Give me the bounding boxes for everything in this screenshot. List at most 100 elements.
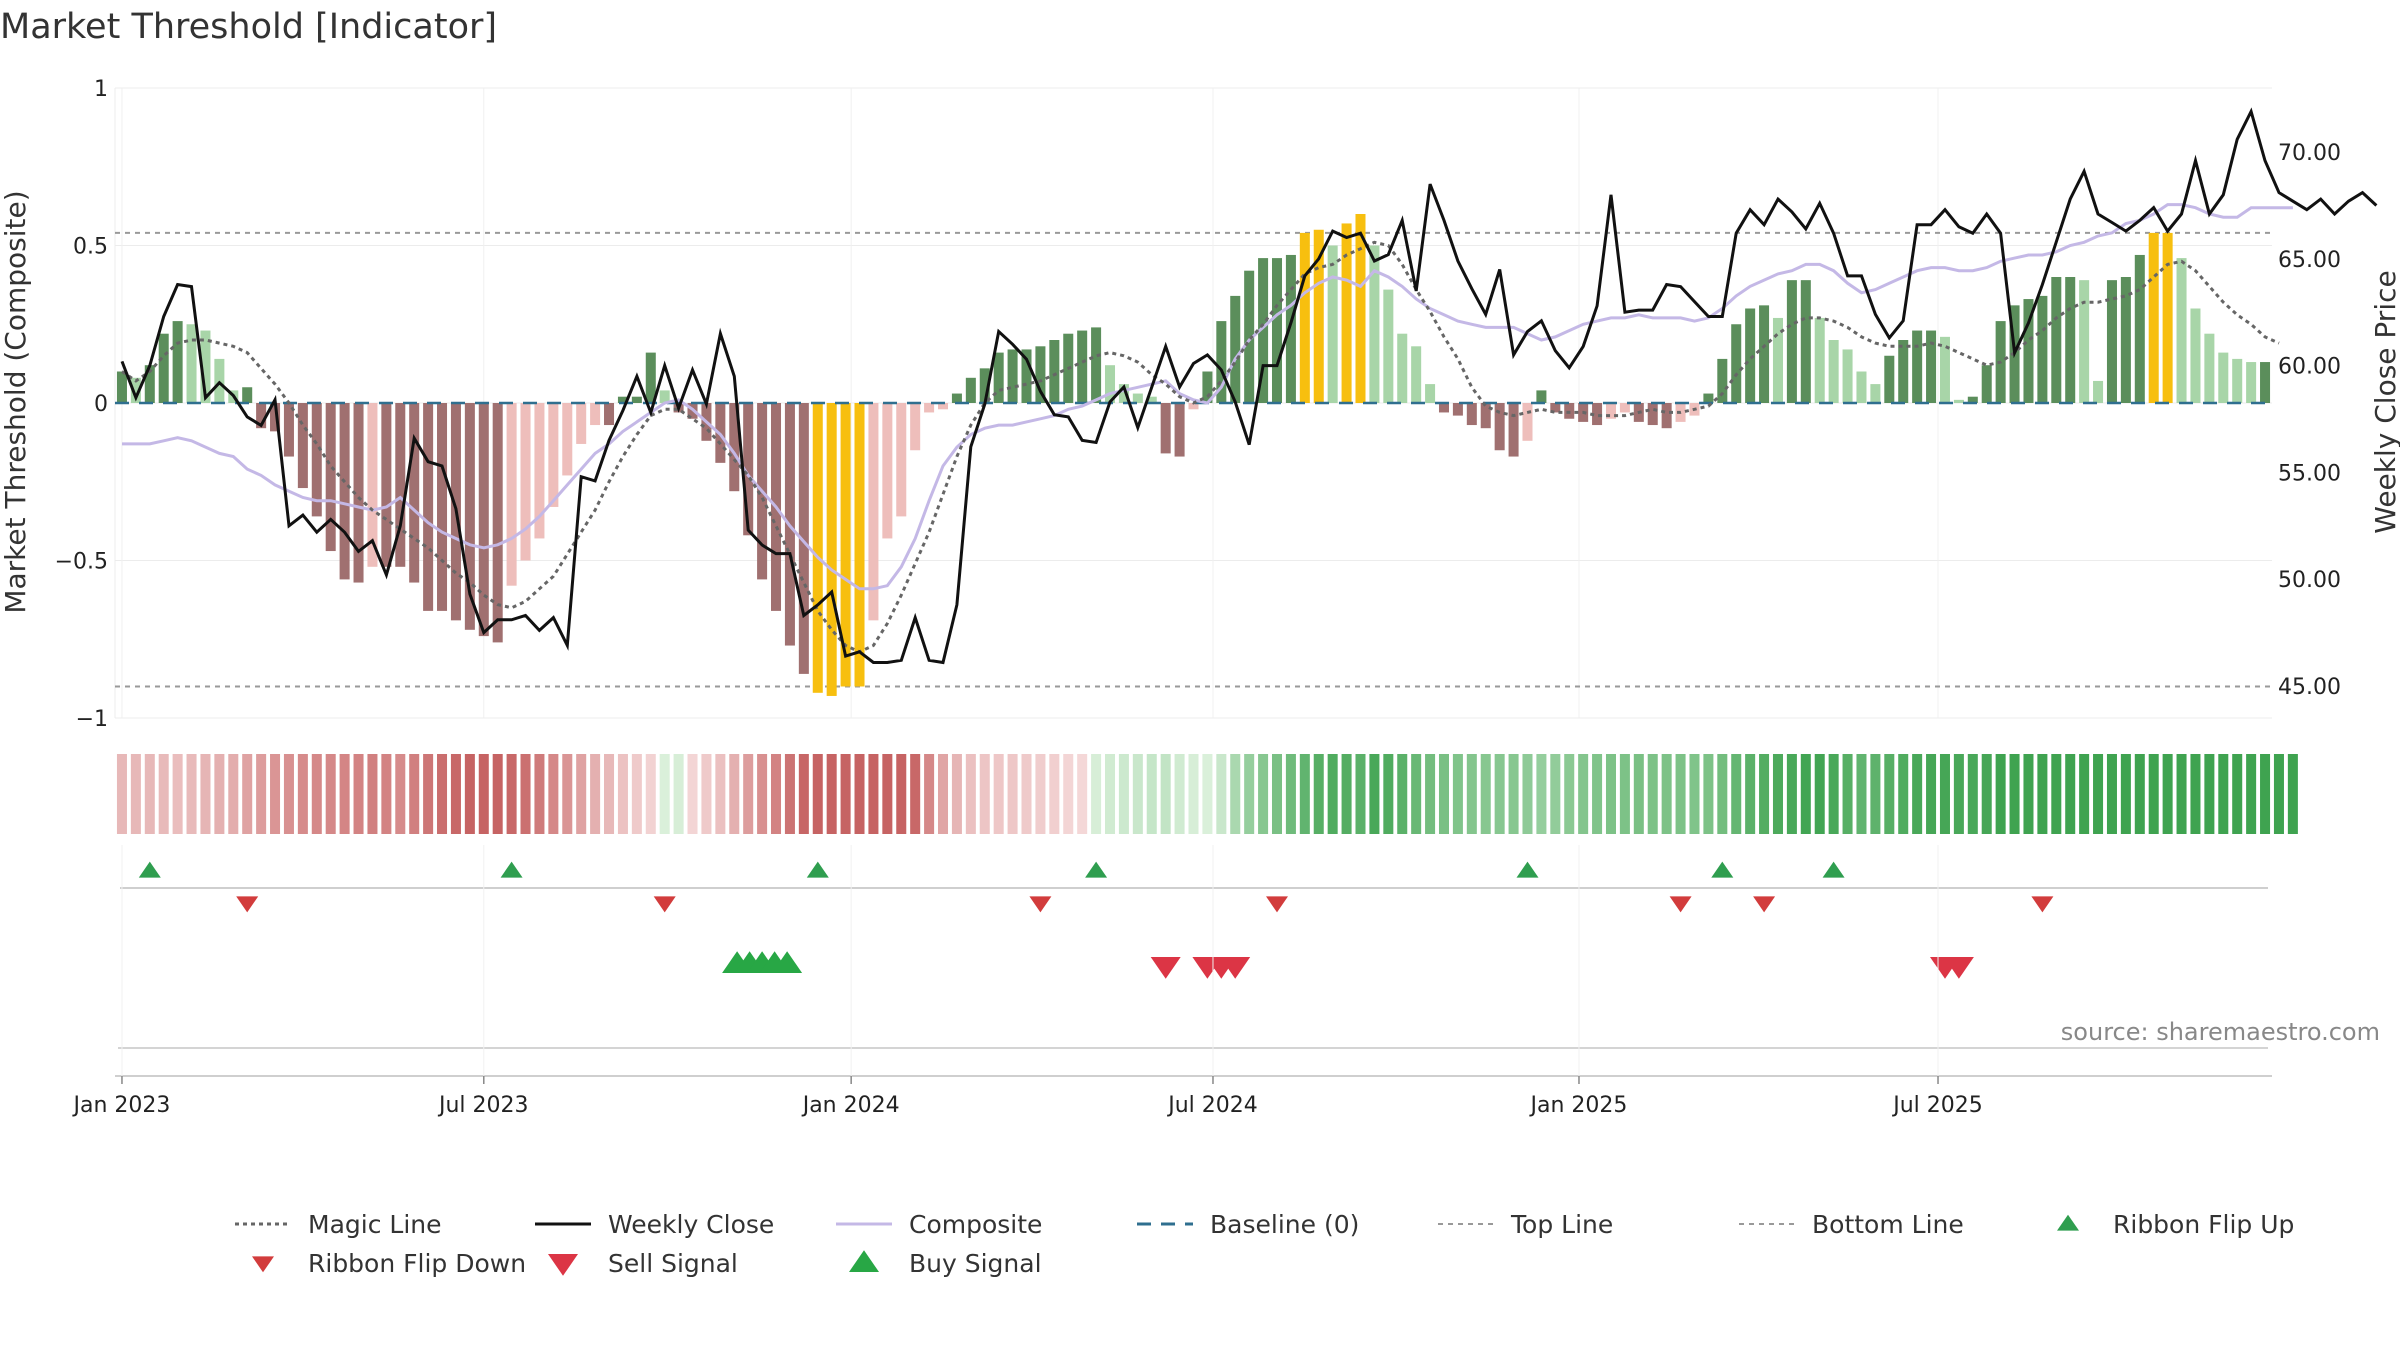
ribbon-cell [1244,754,1255,834]
composite-bar [924,403,935,413]
right-tick-label: 50.00 [2278,568,2341,593]
composite-bar [1132,393,1143,403]
ribbon-cell [617,754,628,834]
composite-bar [993,352,1004,403]
right-tick-label: 45.00 [2278,675,2341,700]
composite-bar [882,403,893,539]
composite-bar [1661,403,1672,429]
composite-bar [1508,403,1519,457]
composite-bar [242,387,253,403]
composite-bar [2148,232,2159,403]
ribbon-cell [353,754,364,834]
ribbon-cell [492,754,503,834]
composite-bar [1244,270,1255,403]
signal-markers [722,951,1974,979]
ribbon-cell [2287,754,2298,834]
composite-bar [1341,223,1352,403]
composite-bar [325,403,336,552]
ribbon-cell [1772,754,1783,834]
ribbon-cell [228,754,239,834]
composite-bar [200,330,211,403]
composite-bar [1411,346,1422,403]
composite-bar [562,403,573,476]
composite-bar [1369,245,1380,403]
ribbon-cell [297,754,308,834]
x-tick-label: Jan 2025 [1529,1093,1628,1118]
ribbon-cell [604,754,615,834]
ribbon-cell [2065,754,2076,834]
x-axis: Jan 2023 Jul 2023 Jan 2024 Jul 2024 Jan 2025… [72,845,2272,1118]
x-tick-label: Jul 2024 [1166,1093,1258,1118]
composite-bar [1814,317,1825,403]
composite-bar [1202,371,1213,403]
ribbon-cell [367,754,378,834]
ribbon-flip-up-marker [500,861,523,878]
composite-bar [631,396,642,403]
ribbon-flip-down-marker [236,896,259,913]
composite-bar [1772,317,1783,403]
composite-bar [1035,346,1046,403]
ribbon-cell [2204,754,2215,834]
ribbon-cell [868,754,879,834]
ribbon-cell [840,754,851,834]
composite-bar [604,403,615,426]
right-tick-label: 55.00 [2278,461,2341,486]
ribbon-cell [673,754,684,834]
composite-bar [339,403,350,580]
ribbon-cell [2051,754,2062,834]
ribbon-cell [1717,754,1728,834]
ribbon-cell [1592,754,1603,834]
composite-bar [283,403,294,457]
composite-bar [2065,277,2076,403]
composite-bar [1466,403,1477,426]
ribbon-cell [812,754,823,834]
composite-bar [437,403,448,611]
composite-bar [1731,324,1742,403]
legend-label: Magic Line [308,1210,442,1239]
composite-bar [2134,254,2145,403]
left-axis-ticks: 1 0.5 0 −0.5 −1 [55,77,108,732]
ribbon-cell [1647,754,1658,834]
ribbon-cell [1452,754,1463,834]
legend-label: Top Line [1510,1210,1613,1239]
ribbon-cell [2134,754,2145,834]
ribbon-cell [200,754,211,834]
ribbon-cell [242,754,253,834]
ribbon-cell [464,754,475,834]
ribbon-cell [1466,754,1477,834]
x-tick-label: Jan 2023 [72,1093,171,1118]
composite-bar [1049,340,1060,403]
composite-bar [743,403,754,536]
composite-bar [1703,393,1714,403]
composite-bar [896,403,907,517]
composite-bar [1926,330,1937,403]
composite-bar [1870,384,1881,403]
ribbon-cell [172,754,183,834]
ribbon-cell [186,754,197,834]
composite-bar [1285,254,1296,403]
composite-bar [1967,396,1978,403]
ribbon-cell [2037,754,2048,834]
ribbon-flip-up-marker [1085,861,1108,878]
composite-bar [1188,403,1199,410]
ribbon-cell [325,754,336,834]
right-axis-label: Weekly Close Price [2369,270,2400,533]
composite-bar [1355,214,1366,403]
composite-bar [144,365,155,403]
composite-bar [2176,258,2187,403]
composite-bar [311,403,322,517]
ribbon-cell [645,754,656,834]
ribbon-cell [1828,754,1839,834]
ribbon-cell [882,754,893,834]
ribbon-cell [1536,754,1547,834]
ribbon-cell [1355,754,1366,834]
ribbon-cell [1856,754,1867,834]
ribbon-cell [1021,754,1032,834]
right-axis-ticks: 70.00 65.00 60.00 55.00 50.00 45.00 [2278,141,2341,700]
composite-bar [395,403,406,567]
legend-label: Ribbon Flip Down [308,1249,526,1278]
composite-bar [548,403,559,507]
ribbon-cell [1216,754,1227,834]
composite-bar [854,403,865,687]
composite-bar [840,403,851,687]
